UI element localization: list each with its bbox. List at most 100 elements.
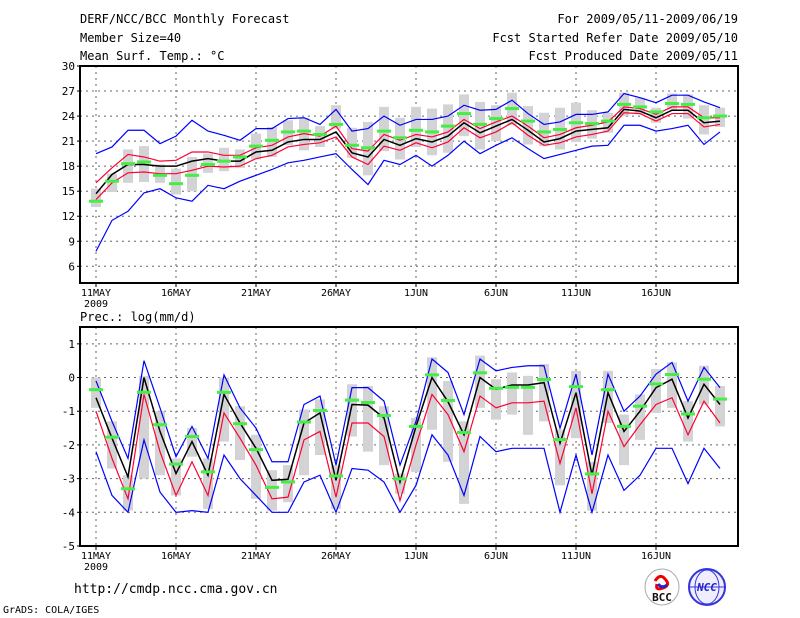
x-year-label: 2009 (84, 562, 108, 573)
spread-box (347, 127, 357, 158)
observed-marker (361, 146, 375, 150)
observed-marker (569, 385, 583, 389)
spread-box (219, 377, 229, 442)
observed-marker (697, 116, 711, 120)
x-tick-label: 16MAY (161, 551, 191, 562)
spread-box (123, 149, 133, 183)
series-lower-line (95, 393, 721, 503)
spread-box (331, 465, 341, 509)
observed-marker (585, 122, 599, 126)
spread-box (155, 411, 165, 476)
variable-label: Mean Surf. Temp.: °C (80, 49, 225, 63)
spread-box (699, 105, 709, 135)
x-tick-label: 11JUN (561, 288, 591, 299)
x-year-label: 2009 (84, 299, 108, 310)
forecast-period: For 2009/05/11-2009/06/19 (557, 12, 738, 26)
spread-box (619, 414, 629, 466)
observed-marker (377, 414, 391, 418)
spread-box (651, 369, 661, 413)
spread-box (283, 465, 293, 503)
observed-marker (281, 130, 295, 134)
observed-marker (393, 136, 407, 140)
y-tick-label: 1 (68, 338, 75, 351)
panel-1: -5 -4 -3 -2 -1 0 1 11MAY 16MAY 21MAY 26MAY 1JUN 6JUN… (62, 326, 739, 573)
observed-marker (489, 117, 503, 121)
y-tick-label: -5 (62, 540, 75, 553)
observed-marker (121, 162, 135, 166)
observed-marker (105, 179, 119, 183)
y-tick-label: -3 (62, 473, 75, 486)
x-tick-label: 21MAY (241, 551, 271, 562)
observed-marker (137, 390, 151, 394)
observed-marker (617, 102, 631, 106)
y-tick-label: 0 (68, 372, 75, 385)
spread-box (587, 461, 597, 511)
x-tick-label: 26MAY (321, 551, 351, 562)
spread-box (347, 384, 357, 437)
spread-box (379, 406, 389, 466)
series-lower-line (95, 112, 721, 200)
spread-box (507, 372, 517, 415)
grads-credit: GrADS: COLA/IGES (3, 605, 100, 616)
observed-marker (569, 121, 583, 125)
observed-marker (89, 199, 103, 203)
observed-marker (521, 119, 535, 123)
y-tick-label: -1 (62, 405, 75, 418)
observed-marker (249, 144, 263, 148)
observed-marker (425, 130, 439, 134)
observed-marker (457, 112, 471, 116)
x-tick-label: 11JUN (561, 551, 591, 562)
observed-marker (297, 129, 311, 133)
observed-marker (457, 430, 471, 434)
member-size: Member Size=40 (80, 31, 182, 45)
spread-box (635, 394, 645, 440)
x-tick-label: 11MAY (81, 551, 111, 562)
observed-marker (217, 390, 231, 394)
spread-box (235, 406, 245, 461)
spread-box (539, 112, 549, 147)
observed-marker (137, 160, 151, 164)
y-tick-label: 15 (62, 185, 75, 198)
observed-marker (153, 173, 167, 177)
observed-marker (489, 386, 503, 390)
series-mean-line (95, 108, 721, 195)
observed-marker (713, 114, 727, 118)
observed-marker (393, 477, 407, 481)
observed-marker (201, 470, 215, 474)
observed-marker (633, 404, 647, 408)
x-tick-label: 1JUN (404, 288, 428, 299)
observed-marker (553, 127, 567, 131)
series-max-line (95, 92, 721, 155)
observed-marker (313, 409, 327, 413)
spread-box (603, 112, 613, 133)
spread-box (683, 401, 693, 442)
source-url: http://cmdp.ncc.cma.gov.cn (74, 582, 278, 597)
observed-marker (233, 155, 247, 159)
observed-marker (249, 448, 263, 452)
observed-marker (697, 377, 711, 381)
spread-box (251, 434, 261, 499)
observed-marker (473, 122, 487, 126)
spread-box (267, 126, 277, 157)
spread-box (331, 105, 341, 129)
observed-marker (505, 385, 519, 389)
spread-box (459, 421, 469, 504)
observed-marker (153, 423, 167, 427)
spread-box (443, 380, 453, 462)
observed-marker (665, 102, 679, 106)
observed-marker (329, 122, 343, 126)
plot-frame (79, 326, 739, 547)
spread-box (555, 429, 565, 486)
panel-0: 6 9 12 15 18 21 24 27 30 11MAY 16MAY 21MAY 26MAY 1JUN… (62, 60, 739, 310)
spread-box (667, 362, 677, 408)
x-tick-label: 6JUN (484, 551, 508, 562)
observed-marker (265, 138, 279, 142)
observed-marker (217, 159, 231, 163)
spread-box (203, 458, 213, 509)
observed-marker (361, 400, 375, 404)
spread-box (603, 370, 613, 424)
observed-marker (601, 388, 615, 392)
x-tick-label: 11MAY (81, 288, 111, 299)
spread-box (219, 147, 229, 172)
spread-box (139, 375, 149, 479)
